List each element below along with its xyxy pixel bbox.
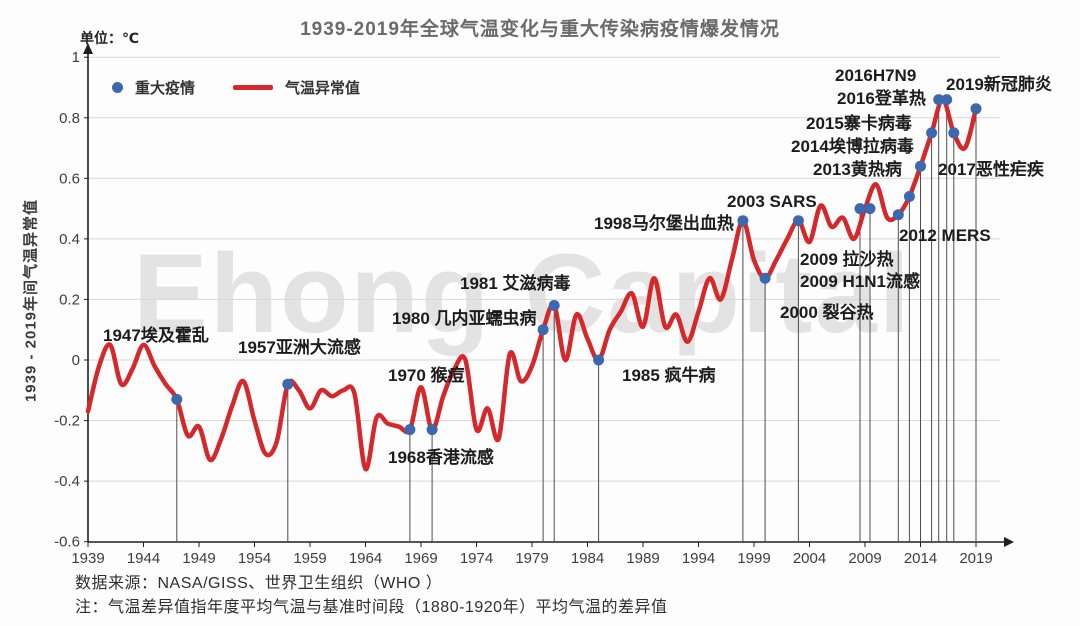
x-tick-label: 1944 [127, 550, 160, 567]
epidemic-dot [282, 378, 294, 390]
epidemic-dot [426, 424, 438, 436]
x-tick-label: 1954 [238, 550, 271, 567]
y-axis-title: 1939 - 2019年间气温异常值 [22, 198, 40, 403]
x-tick-label: 1974 [460, 550, 493, 567]
epidemic-label: 2016登革热 [837, 88, 926, 108]
epidemic-label: 2009 拉沙热 [800, 249, 894, 269]
x-tick-label: 1984 [571, 550, 604, 567]
epidemic-label: 2017恶性疟疾 [938, 159, 1044, 179]
epidemic-label: 2014埃博拉病毒 [791, 136, 914, 156]
y-tick-label: 0.8 [59, 110, 80, 127]
x-axis-arrow [1004, 537, 1014, 547]
epidemic-label: 1985 疯牛病 [622, 365, 716, 385]
epidemic-dot [548, 300, 560, 311]
epidemic-label: 1957亚洲大流感 [238, 337, 361, 357]
anomaly-line-icon [233, 85, 274, 90]
epidemic-dot [970, 103, 982, 115]
epidemic-dot [941, 94, 953, 106]
epidemic-dot [792, 215, 804, 227]
legend-anomaly-label: 气温异常值 [285, 80, 361, 97]
unit-label: 单位：℃ [80, 30, 139, 46]
x-tick-label: 1989 [626, 550, 659, 567]
footer-source: 数据来源：NASA/GISS、世界卫生组织（WHO ） [75, 575, 443, 592]
x-tick-label: 2009 [848, 550, 881, 567]
x-tick-label: 1999 [737, 550, 770, 567]
y-tick-label: 0.6 [59, 170, 80, 187]
epidemic-dot [948, 127, 960, 139]
x-tick-label: 2014 [904, 550, 937, 567]
epidemic-dot [537, 324, 549, 336]
x-tick-label: 1994 [682, 550, 715, 567]
x-tick-label: 1949 [182, 550, 215, 567]
epidemic-label: 2019新冠肺炎 [946, 74, 1052, 94]
epidemic-dot [593, 354, 605, 366]
epidemic-dot [892, 209, 904, 221]
epidemic-label: 2003 SARS [727, 192, 817, 211]
x-tick-label: 1969 [404, 550, 437, 567]
epidemic-dot [903, 191, 915, 202]
epidemic-dot [915, 160, 926, 172]
footer-note: 注：气温差异值指年度平均气温与基准时间段（1880-1920年）平均气温的差异值 [75, 599, 668, 616]
epidemic-label: 1981 艾滋病毒 [460, 273, 571, 293]
x-tick-label: 2019 [959, 550, 992, 567]
epidemic-dot [759, 272, 771, 284]
x-tick-label: 2004 [793, 550, 826, 567]
x-tick-label: 1964 [349, 550, 382, 567]
epidemic-dot [933, 94, 945, 106]
legend: 重大疫情 气温异常值 [112, 77, 360, 98]
epidemic-label: 2013黄热病 [813, 159, 902, 179]
epidemic-dot [404, 424, 416, 436]
legend-epidemic-label: 重大疫情 [135, 80, 196, 97]
y-axis-arrow [83, 43, 93, 54]
y-tick-label: 0.2 [59, 291, 80, 308]
epidemic-label: 2012 MERS [899, 226, 991, 245]
epidemic-dot [854, 203, 866, 215]
epidemic-label: 1968香港流感 [388, 447, 494, 467]
epidemic-label: 1980 几内亚蠕虫病 [392, 308, 537, 328]
x-tick-label: 1979 [515, 550, 548, 567]
y-tick-label: -0.6 [54, 534, 80, 551]
chart-title: 1939-2019年全球气温变化与重大传染病疫情爆发情况 [300, 19, 780, 40]
y-tick-label: -0.2 [54, 413, 80, 430]
epidemic-label: 2016H7N9 [835, 66, 916, 85]
epidemic-dot-icon [112, 82, 123, 93]
epidemic-label: 1970 猴痘 [388, 365, 465, 385]
epidemic-label: 1947埃及霍乱 [103, 325, 209, 345]
y-tick-label: 1 [72, 49, 80, 66]
epidemic-label: 1998马尔堡出血热 [594, 213, 734, 233]
epidemic-label: 2000 裂谷热 [780, 302, 874, 322]
epidemic-dot [926, 127, 938, 139]
y-tick-label: 0.4 [59, 231, 80, 248]
epidemic-dot [737, 215, 749, 227]
epidemic-label: 2009 H1N1流感 [800, 271, 920, 291]
temperature-anomaly-line [85, 97, 979, 472]
epidemic-dot [864, 203, 876, 215]
x-tick-label: 1939 [71, 550, 104, 567]
y-tick-label: 0 [72, 352, 80, 369]
x-tick-label: 1959 [293, 550, 326, 567]
epidemic-label: 2015寨卡病毒 [806, 113, 912, 133]
y-tick-label: -0.4 [54, 473, 80, 490]
epidemic-dot [171, 393, 183, 405]
